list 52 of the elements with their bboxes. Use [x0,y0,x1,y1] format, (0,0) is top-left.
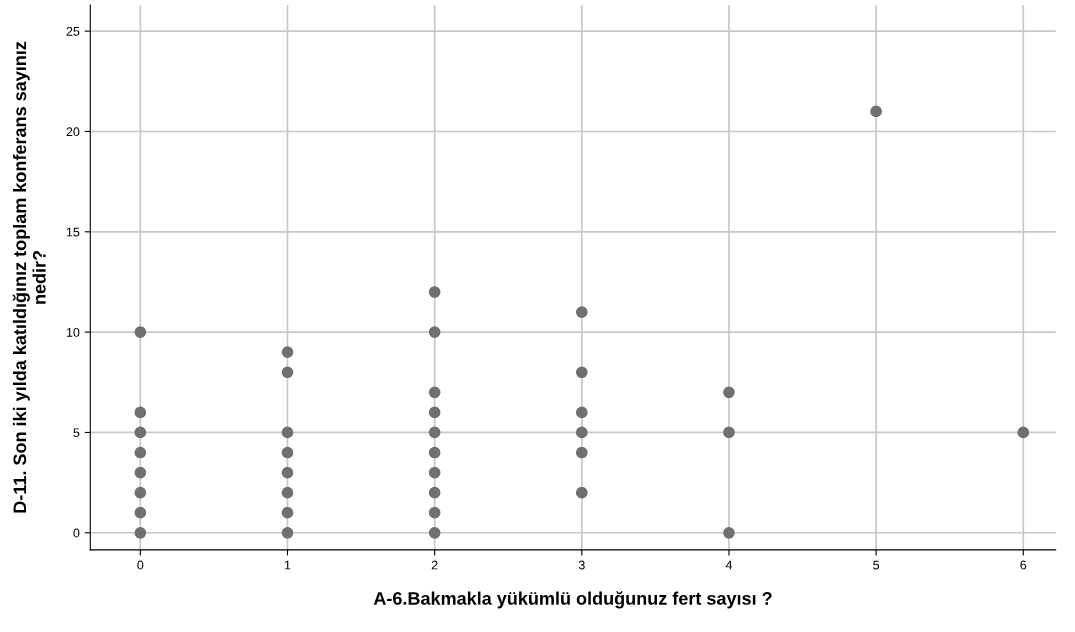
point [428,446,441,459]
point [428,386,441,399]
point [723,526,735,539]
point [134,446,147,459]
point [575,306,588,318]
x-tick-label: 0 [137,560,144,570]
point [428,526,441,539]
point [134,466,147,479]
point [281,446,294,459]
y-tick-label: 5 [73,428,80,438]
point [575,426,588,439]
x-tick-label: 6 [1020,560,1027,570]
x-axis-title: A-6.Bakmakla yükümlü olduğunuz fert sayısı ? [373,591,772,609]
point [281,506,294,519]
point [575,446,588,459]
point [428,506,441,519]
x-tick-label: 1 [284,560,291,570]
point [281,426,294,439]
point [281,366,294,379]
point [575,366,588,379]
y-tick-label: 20 [66,127,80,137]
y-tick-label: 0 [73,528,80,538]
x-tick-label: 4 [725,560,733,570]
y-tick-label: 25 [66,26,80,36]
point [134,526,147,539]
point [723,386,735,399]
point [1017,426,1030,439]
point [281,486,294,499]
point [281,346,294,359]
point [723,426,735,439]
point [134,486,147,499]
point [428,486,441,499]
x-tick-label: 2 [431,560,438,570]
point [134,426,147,439]
point [575,406,588,419]
point [428,286,441,298]
x-tick-label: 3 [578,560,585,570]
y-tick-label: 10 [66,327,80,337]
point [134,406,147,419]
point [428,406,441,419]
point [281,526,294,539]
point [428,326,441,338]
point [870,105,882,118]
x-tick-label: 5 [873,560,880,570]
point [134,506,147,519]
point [428,426,441,439]
point [134,326,147,338]
point [281,466,294,479]
y-axis-title: D-11. Son iki yılda katıldığınız toplam konferans sayınız nedir? [12,41,46,513]
y-tick-label: 15 [66,227,80,237]
point [575,486,588,499]
point [428,466,441,479]
